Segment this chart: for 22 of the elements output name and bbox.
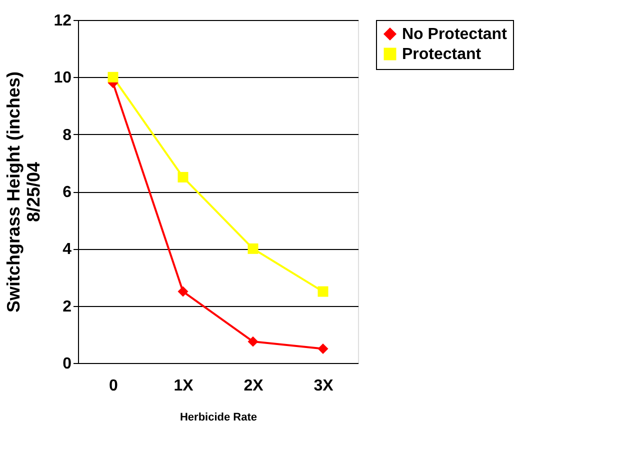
point <box>318 343 328 354</box>
point <box>178 172 188 182</box>
y-tick-label: 8 <box>62 126 72 144</box>
x-axis-title: Herbicide Rate <box>180 412 258 424</box>
y-tick-label: 12 <box>54 12 72 30</box>
y-tick-label: 6 <box>62 184 72 201</box>
x-tick-label: 1X <box>174 378 194 394</box>
legend-label: Protectant <box>402 46 482 63</box>
x-tick-label: 3X <box>314 378 334 394</box>
y-tick-label: 2 <box>62 298 72 316</box>
y-tick-label: 0 <box>62 356 72 372</box>
y-tick-label: 4 <box>62 241 72 258</box>
point <box>318 286 328 297</box>
point <box>108 72 118 82</box>
x-tick-label: 0 <box>109 378 118 394</box>
y-axis-title: Switchgrass Height (inches) 8/25/04 <box>4 71 44 313</box>
point <box>248 243 258 254</box>
legend-label: No Protectant <box>402 26 508 43</box>
point <box>178 286 188 297</box>
x-tick-label: 2X <box>244 378 264 394</box>
point <box>248 336 258 347</box>
y-tick-label: 10 <box>54 70 72 87</box>
